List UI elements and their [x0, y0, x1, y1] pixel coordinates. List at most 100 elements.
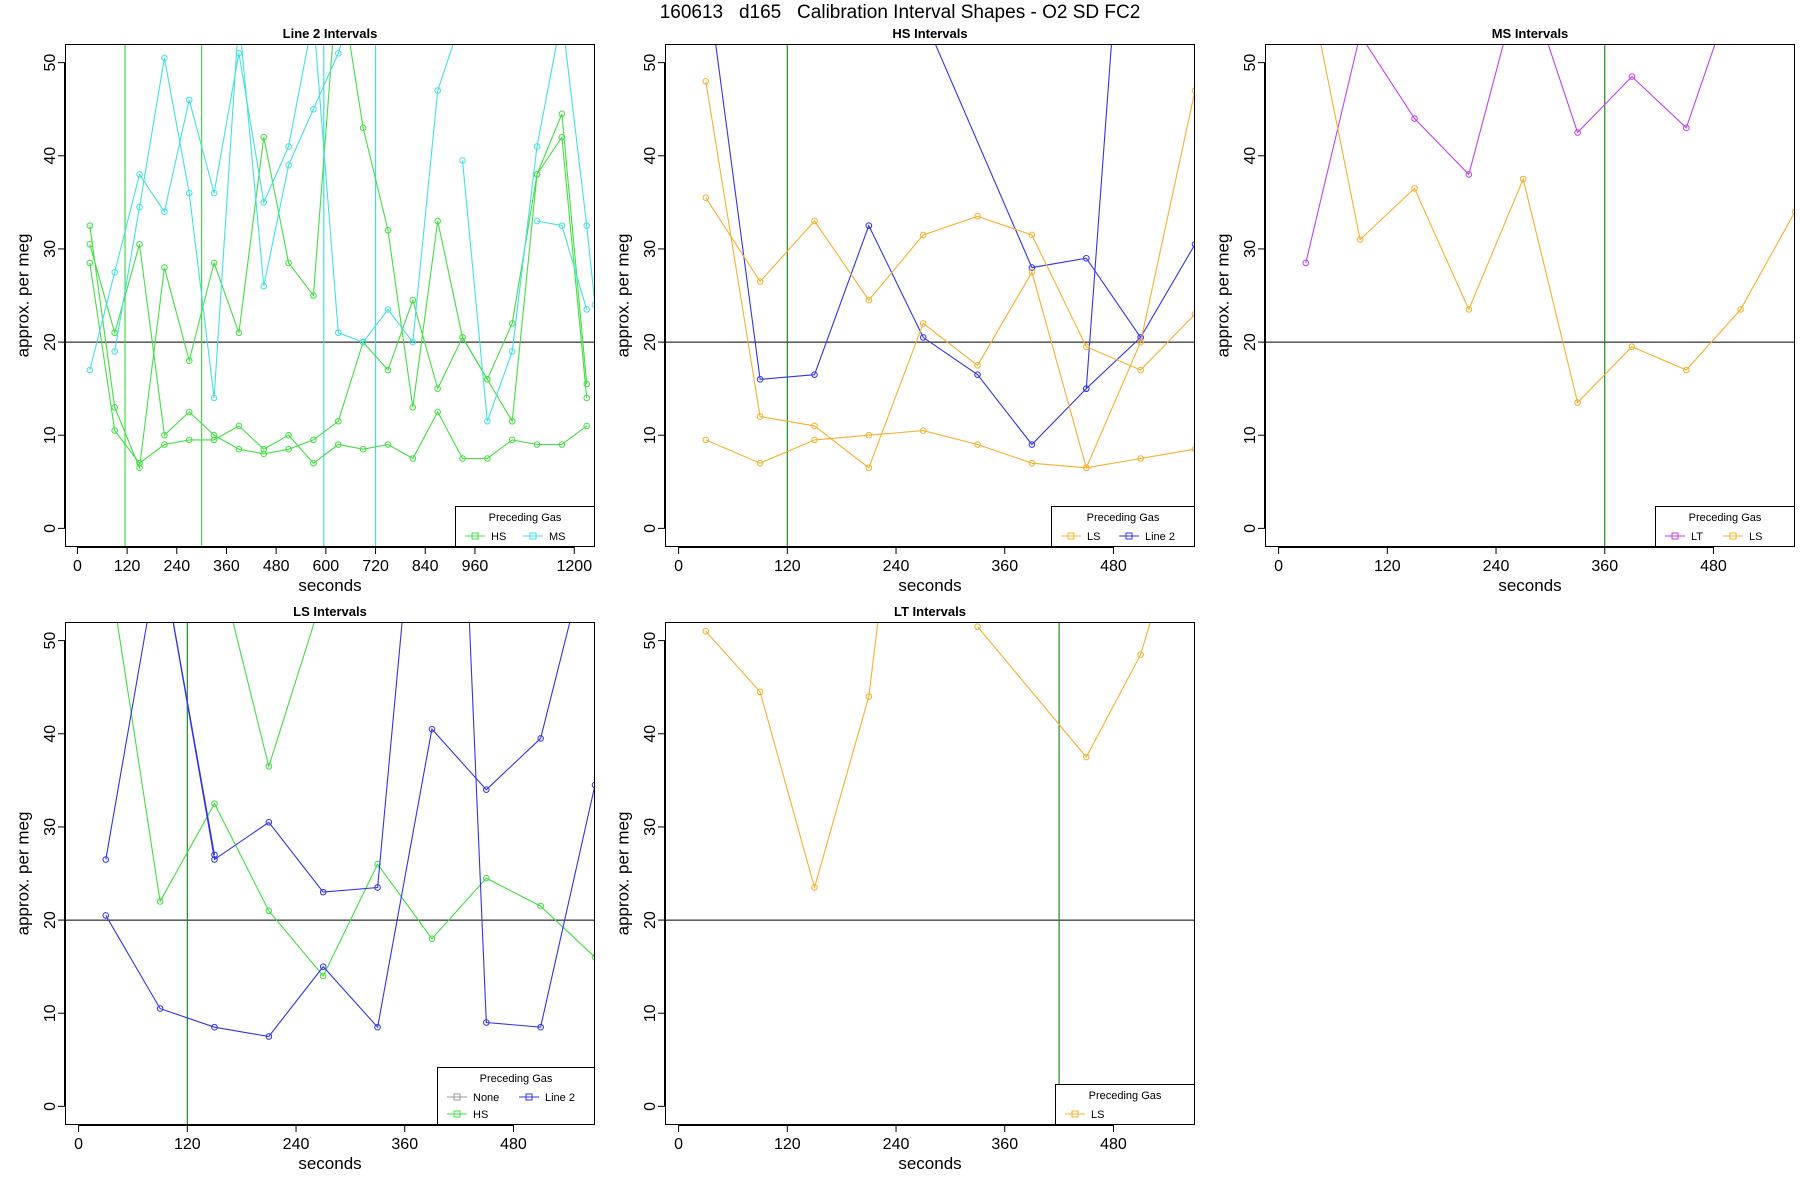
y-tick-label: 0 [642, 1102, 659, 1111]
legend: Preceding Gas LS Line 2 [1051, 506, 1195, 547]
x-tick-label: 480 [1100, 1136, 1127, 1153]
y-tick-label: 0 [1242, 524, 1259, 533]
plot-frame [665, 44, 1195, 547]
x-tick-label: 0 [674, 558, 683, 575]
y-tick-label: 0 [42, 1102, 59, 1111]
data-point-hs [459, 455, 466, 462]
data-point-line-2 [319, 963, 327, 970]
data-point-ms [459, 157, 466, 164]
series-line-ls [977, 622, 1151, 759]
legend-label-hs: HS [473, 1109, 488, 1121]
data-point-hs [111, 427, 118, 434]
legend-marker-none [453, 1093, 461, 1101]
data-point-ms [591, 301, 595, 309]
data-point-hs [310, 436, 317, 444]
data-point-hs [384, 441, 392, 448]
legend-label-none: None [473, 1092, 499, 1104]
y-tick-label: 50 [642, 54, 659, 72]
data-point-hs [211, 800, 218, 807]
data-point-hs [86, 222, 94, 229]
data-point-hs [235, 422, 243, 430]
chart-lt-intervals: LT Intervals 0 120 240 360 480 0 10 20 30 40 50 seco… [613, 604, 1195, 1173]
data-point-line-2 [102, 912, 110, 919]
series-line-line-2 [105, 622, 403, 893]
x-tick-label: 840 [412, 558, 439, 575]
data-point-hs [210, 436, 218, 444]
x-tick-label: 960 [462, 558, 489, 575]
data-point-ms [583, 306, 591, 313]
y-tick-label: 10 [642, 1004, 659, 1022]
data-point-hs [185, 436, 193, 444]
data-point-line-2 [211, 1023, 218, 1031]
legend-box [1051, 506, 1195, 547]
data-point-ms [260, 199, 268, 206]
data-point-line-2 [482, 1019, 490, 1026]
legend: Preceding Gas HS MS [455, 506, 595, 547]
data-point-hs [285, 445, 292, 453]
legend-box [437, 1067, 595, 1125]
series-line-line-2 [715, 44, 1195, 446]
legend-marker-line-2 [525, 1093, 533, 1101]
y-tick-label: 0 [642, 524, 659, 533]
legend-box [455, 506, 595, 547]
x-tick-label: 360 [391, 1136, 418, 1153]
data-point-hs [558, 110, 566, 118]
data-point-hs [235, 329, 243, 337]
y-tick-label: 40 [1242, 147, 1259, 165]
data-point-ls [1082, 464, 1090, 472]
data-point-ls [919, 320, 927, 327]
data-point-ls [1737, 306, 1744, 313]
data-point-hs [583, 422, 591, 430]
data-point-hs [537, 902, 544, 910]
y-tick-label: 50 [1242, 54, 1259, 72]
chart-line2-intervals: Line 2 Intervals 0 120 240 360 480 600 720 840 96… [13, 26, 595, 595]
series-line-line-2 [934, 44, 1142, 338]
x-tick-label: 120 [774, 1136, 801, 1153]
data-point-hs [210, 431, 218, 439]
legend-label-ls: LS [1091, 1109, 1104, 1121]
data-point-hs [156, 898, 164, 905]
x-tick-label: 360 [991, 558, 1018, 575]
y-tick-label: 30 [642, 818, 659, 836]
y-tick-label: 30 [642, 240, 659, 258]
legend-label-ms: MS [549, 531, 566, 543]
legend-title: Preceding Gas [1089, 1090, 1162, 1102]
data-point-hs [136, 240, 143, 248]
data-point-hs [434, 408, 441, 416]
data-point-ms [185, 189, 193, 197]
data-point-line-2 [1082, 254, 1090, 262]
data-point-hs [558, 133, 566, 141]
series-line-hs [116, 622, 595, 978]
data-point-ls [811, 436, 818, 444]
data-point-hs [310, 292, 317, 299]
data-point-hs [185, 408, 193, 416]
data-point-lt [1682, 124, 1690, 132]
data-point-hs [319, 972, 327, 980]
y-tick-label: 10 [42, 1004, 59, 1022]
series-line-line-2 [468, 622, 595, 1028]
y-tick-label: 10 [42, 426, 59, 444]
x-axis-label: seconds [898, 1154, 961, 1173]
legend-label-line-2: Line 2 [1145, 531, 1175, 543]
x-axis-label: seconds [898, 576, 961, 595]
data-point-ls [756, 459, 764, 467]
y-tick-label: 40 [642, 725, 659, 743]
data-point-hs [409, 296, 417, 304]
data-point-ls [756, 688, 764, 696]
data-point-hs [409, 455, 417, 462]
y-tick-label: 30 [42, 818, 59, 836]
data-point-line-2 [374, 1023, 381, 1031]
data-point-ls [1191, 87, 1195, 94]
data-point-line-2 [865, 222, 873, 229]
data-point-ms [334, 329, 342, 337]
data-point-line-2 [1028, 441, 1036, 448]
legend-marker-ls [1729, 532, 1737, 540]
legend-marker-hs [471, 532, 479, 540]
data-point-ls [974, 213, 981, 220]
data-point-hs [533, 441, 541, 448]
legend-label-lt: LT [1691, 531, 1703, 543]
data-point-lt [1357, 32, 1363, 38]
x-tick-label: 120 [1374, 558, 1401, 575]
y-tick-label: 20 [642, 333, 659, 351]
data-point-hs [235, 445, 243, 453]
